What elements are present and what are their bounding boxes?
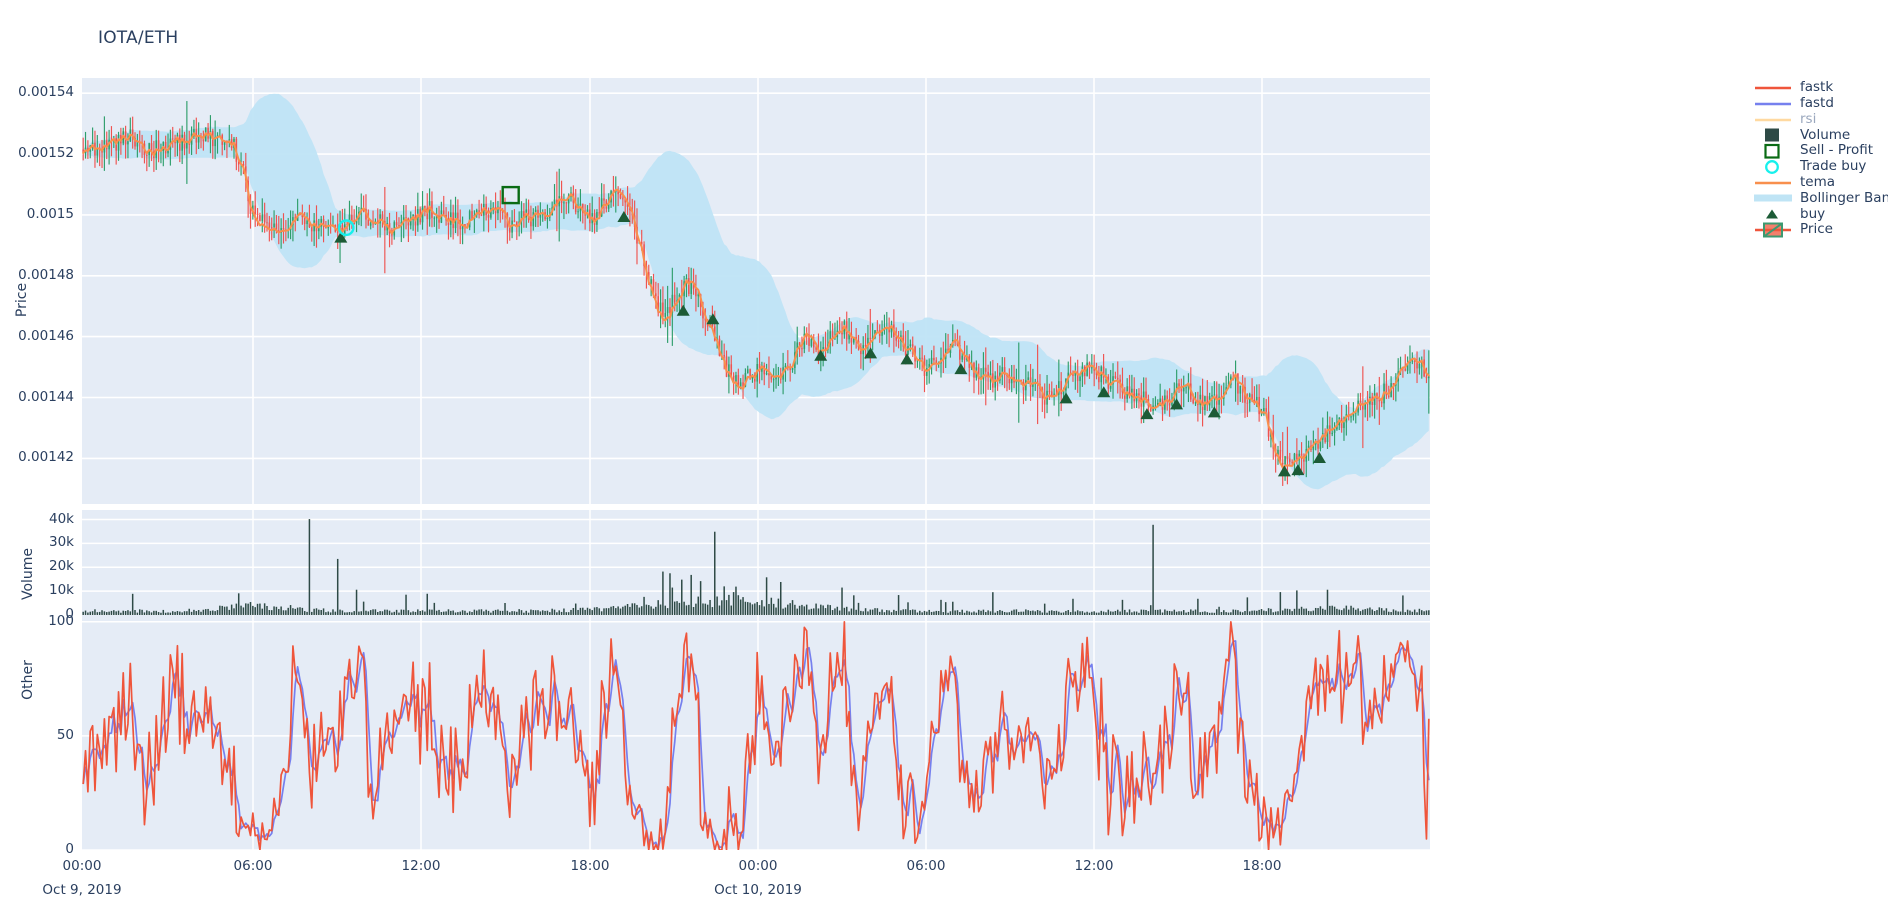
price-ytick-label: 0.00144 xyxy=(18,388,74,405)
legend-square-swatch-icon xyxy=(1752,127,1794,143)
price-ytick-label: 0.00146 xyxy=(18,327,74,344)
legend-item-sell-profit[interactable]: Sell - Profit xyxy=(1752,143,1888,159)
legend-item-label: tema xyxy=(1800,173,1836,190)
legend-item-trade-buy[interactable]: Trade buy xyxy=(1752,159,1888,175)
page-title: IOTA/ETH xyxy=(98,28,179,48)
price-ytick-label: 0.00142 xyxy=(18,449,74,466)
legend-item-tema[interactable]: tema xyxy=(1752,175,1888,191)
legend-line-swatch-icon xyxy=(1752,112,1794,128)
legend-item-label: Trade buy xyxy=(1800,158,1867,175)
price-chart-plot[interactable] xyxy=(82,78,1430,504)
volume-ytick-label: 0 xyxy=(65,606,74,622)
x-axis-tick-label: 06:00 xyxy=(906,858,946,874)
legend-triangle-icon xyxy=(1752,206,1794,222)
price-ytick-label: 0.00152 xyxy=(18,145,74,162)
chart-legend[interactable]: fastk fastd rsi Volume Sell - Profit Trade bu… xyxy=(1752,80,1888,238)
legend-item-fastd[interactable]: fastd xyxy=(1752,96,1888,112)
legend-item-label: Sell - Profit xyxy=(1800,142,1874,159)
volume-ytick-label: 30k xyxy=(49,534,74,551)
other-chart-plot[interactable] xyxy=(82,615,1430,850)
price-ytick-label: 0.00148 xyxy=(18,266,74,283)
legend-item-label: Price xyxy=(1800,221,1833,238)
x-axis-tick-label: 18:00 xyxy=(1242,858,1282,874)
other-ytick-label: 50 xyxy=(56,726,74,743)
legend-item-label: Bollinger Band xyxy=(1800,189,1888,206)
legend-open-square-icon xyxy=(1752,143,1794,159)
volume-ytick-label: 20k xyxy=(49,558,74,575)
legend-item-label: fastk xyxy=(1800,79,1834,96)
x-axis-tick-label: 00:00 xyxy=(62,858,102,874)
legend-item-price[interactable]: Price xyxy=(1752,222,1888,238)
volume-chart-plot[interactable] xyxy=(82,510,1430,615)
price-ytick-label: 0.0015 xyxy=(26,205,74,222)
other-axis-title: Other xyxy=(20,660,36,700)
legend-line-swatch-icon xyxy=(1752,175,1794,191)
other-ytick-label: 0 xyxy=(65,841,74,857)
x-axis-tick-label: 12:00 xyxy=(401,858,441,874)
legend-item-label: fastd xyxy=(1800,94,1834,111)
x-axis-tick-label: 12:00 xyxy=(1074,858,1114,874)
legend-item-buy[interactable]: buy xyxy=(1752,206,1888,222)
x-axis-tick-label: 00:00 xyxy=(738,858,778,874)
volume-ytick-label: 10k xyxy=(49,582,74,599)
legend-item-label: Volume xyxy=(1800,126,1851,143)
legend-band-swatch-icon xyxy=(1752,190,1794,206)
x-axis-tick-label: 06:00 xyxy=(233,858,273,874)
legend-item-volume[interactable]: Volume xyxy=(1752,127,1888,143)
legend-item-label: buy xyxy=(1800,205,1826,222)
legend-candle-icon xyxy=(1752,222,1794,238)
other-ytick-label: 100 xyxy=(48,612,74,629)
price-ytick-label: 0.00154 xyxy=(18,84,74,101)
x-axis-date-label: Oct 9, 2019 xyxy=(42,882,122,898)
legend-item-bollinger-band[interactable]: Bollinger Band xyxy=(1752,191,1888,207)
x-axis-date-label: Oct 10, 2019 xyxy=(714,882,802,898)
legend-item-label: rsi xyxy=(1800,110,1817,127)
x-axis-tick-label: 18:00 xyxy=(570,858,610,874)
legend-item-rsi[interactable]: rsi xyxy=(1752,112,1888,128)
volume-ytick-label: 40k xyxy=(49,510,74,527)
legend-line-swatch-icon xyxy=(1752,96,1794,112)
legend-open-circle-icon xyxy=(1752,159,1794,175)
legend-item-fastk[interactable]: fastk xyxy=(1752,80,1888,96)
legend-line-swatch-icon xyxy=(1752,80,1794,96)
